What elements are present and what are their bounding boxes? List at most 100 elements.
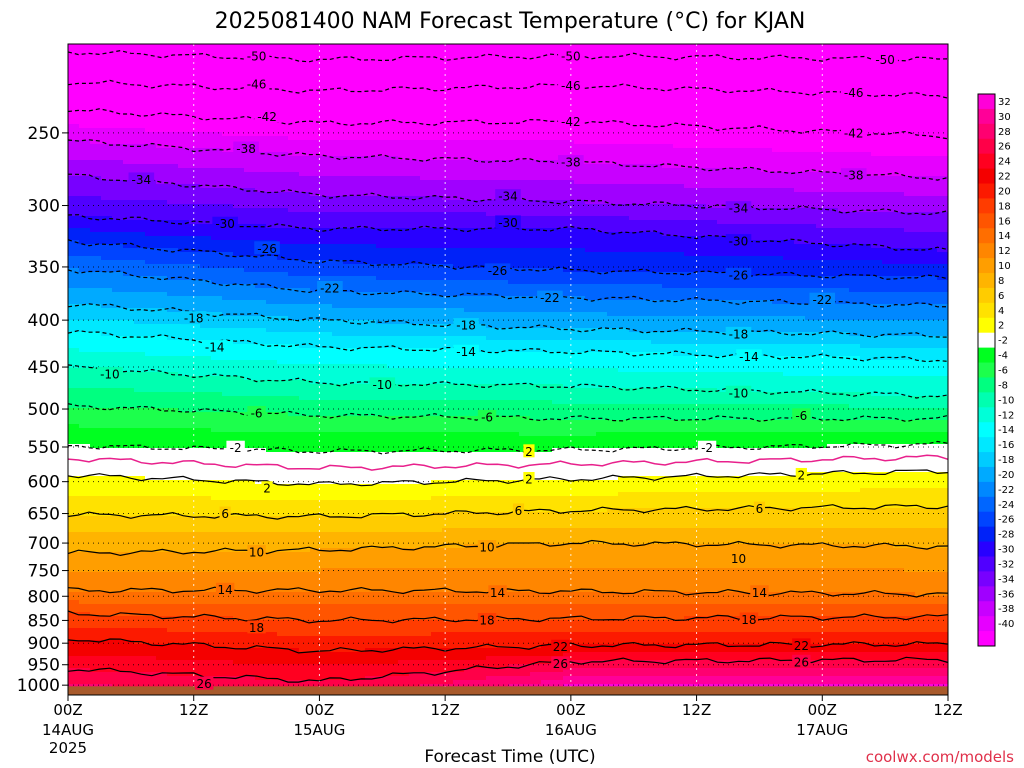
credit-text: coolwx.com/models <box>866 748 1014 766</box>
y-tick-label: 350 <box>28 258 60 278</box>
contour-label: 10 <box>731 552 746 566</box>
contour-label: -26 <box>729 268 749 282</box>
colorbar-label: -18 <box>998 455 1014 466</box>
contour-label: -22 <box>540 291 560 305</box>
contour-label: -10 <box>100 368 120 382</box>
y-tick-label: 700 <box>28 534 60 554</box>
colorbar: 32 30 28 26 24 22 20 18 16 14 12 10 8 6 4 2 -2 -4 -6 -8 -10 -… <box>977 93 1014 647</box>
colorbar-swatch <box>978 437 995 453</box>
colorbar-label: 14 <box>998 231 1011 242</box>
colorbar-swatch <box>978 392 995 408</box>
y-tick-label: 800 <box>28 587 60 607</box>
contour-label: 14 <box>218 583 233 597</box>
colorbar-label: 28 <box>998 127 1011 138</box>
contour-label: -6 <box>481 410 493 424</box>
y-tick-label: 450 <box>28 358 60 378</box>
colorbar-label: -6 <box>998 366 1008 377</box>
contour-label: 22 <box>553 640 568 654</box>
contour-label: 22 <box>794 639 809 653</box>
contour-label: -50 <box>247 49 267 63</box>
contour-label: 18 <box>741 613 756 627</box>
y-tick-label: 900 <box>28 634 60 654</box>
colorbar-swatch <box>978 631 995 647</box>
y-tick-label: 550 <box>28 438 60 458</box>
y-tick-label: 300 <box>28 197 60 217</box>
contour-label: -34 <box>132 173 152 187</box>
colorbar-swatch <box>978 362 995 378</box>
colorbar-label: 12 <box>998 246 1011 257</box>
colorbar-swatch <box>978 466 995 483</box>
plot-frame <box>67 43 949 696</box>
colorbar-swatch <box>978 511 995 528</box>
contour-label: -2 <box>230 441 242 455</box>
colorbar-swatch <box>978 243 995 259</box>
x-tick-label: 15AUG <box>293 721 345 739</box>
y-tick-label: 400 <box>28 311 60 331</box>
grid <box>67 44 949 687</box>
contour-label: -10 <box>372 378 392 392</box>
colorbar-swatch <box>978 496 995 513</box>
colorbar-label: 4 <box>998 306 1004 317</box>
contour-label: 10 <box>479 541 494 555</box>
colorbar-label: -14 <box>998 425 1014 436</box>
colorbar-swatch <box>978 556 995 572</box>
contour-label: -50 <box>561 49 581 63</box>
colorbar-label: -2 <box>998 336 1008 347</box>
contour-label: -30 <box>215 217 235 231</box>
contour-label: -14 <box>739 350 759 364</box>
colorbar-swatch <box>978 317 995 334</box>
colorbar-swatch <box>978 94 995 110</box>
x-tick-label: 00Z <box>808 701 837 719</box>
colorbar-swatch <box>978 526 995 543</box>
colorbar-swatch <box>978 616 995 632</box>
colorbar-swatch <box>978 123 995 140</box>
colorbar-label: -20 <box>998 470 1014 481</box>
contour-label: -18 <box>456 319 476 333</box>
contour-label: 26 <box>553 657 568 671</box>
x-tick-label: 12Z <box>179 701 208 719</box>
contour-label: 18 <box>249 621 264 635</box>
colorbar-label: 24 <box>998 157 1011 168</box>
contour-label: -30 <box>498 216 518 230</box>
contour-label: -26 <box>257 242 277 256</box>
x-tick-label: 14AUG <box>42 721 94 739</box>
colorbar-swatch <box>978 347 995 364</box>
colorbar-swatch <box>978 422 995 438</box>
isotherm-line <box>67 610 949 624</box>
contour-label: -38 <box>844 169 864 183</box>
colorbar-swatch <box>978 481 995 498</box>
colorbar-label: -36 <box>998 589 1014 600</box>
contour-label: -18 <box>184 312 204 326</box>
contour-label: -14 <box>456 345 476 359</box>
contour-label: -50 <box>875 53 895 67</box>
colorbar-label: 26 <box>998 142 1011 153</box>
colorbar-label: -24 <box>998 500 1014 511</box>
isotherm-line <box>67 173 949 216</box>
x-tick-label: 00Z <box>305 701 334 719</box>
colorbar-label: -22 <box>998 485 1014 496</box>
x-tick-label: 16AUG <box>545 721 597 739</box>
contour-label: 2 <box>525 472 533 486</box>
contour-label: -46 <box>247 77 267 91</box>
contour-label: 6 <box>221 507 229 521</box>
contour-label: -34 <box>729 202 749 216</box>
colorbar-label: -26 <box>998 515 1014 526</box>
colorbar-label: 10 <box>998 261 1011 272</box>
colorbar-label: 6 <box>998 291 1004 302</box>
contour-label: 10 <box>249 546 264 560</box>
colorbar-label: 8 <box>998 276 1004 287</box>
isotherm-line <box>67 303 949 338</box>
colorbar-label: 20 <box>998 186 1011 197</box>
isotherm-line <box>67 108 949 140</box>
isotherm-line <box>67 586 949 598</box>
colorbar-swatch <box>978 571 995 587</box>
colorbar-swatch <box>978 258 995 274</box>
x-axis-label: Forecast Time (UTC) <box>424 747 595 767</box>
contour-label: 6 <box>515 504 523 518</box>
colorbar-label: 18 <box>998 201 1011 212</box>
contour-label: -6 <box>795 409 807 423</box>
colorbar-swatch <box>978 153 995 170</box>
contour-label: -42 <box>561 115 581 129</box>
colorbar-label: 2 <box>998 321 1004 332</box>
